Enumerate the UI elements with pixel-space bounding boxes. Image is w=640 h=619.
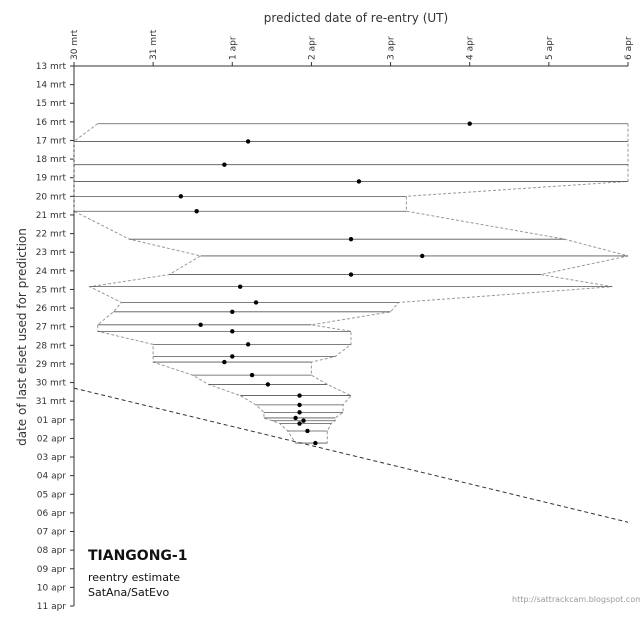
y-tick-label: 24 mrt (36, 267, 67, 277)
y-tick-label: 05 apr (37, 490, 67, 500)
y-tick-label: 01 apr (37, 416, 67, 426)
y-tick-label: 30 mrt (36, 379, 67, 389)
prediction-point (297, 410, 302, 415)
y-tick-label: 26 mrt (36, 304, 67, 314)
y-tick-label: 03 apr (37, 453, 67, 463)
prediction-point (230, 354, 235, 359)
prediction-markers (178, 121, 472, 446)
prediction-point (348, 272, 354, 277)
y-tick-label: 23 mrt (36, 248, 67, 258)
prediction-point (348, 236, 354, 242)
credit-url: http://sattrackcam.blogspot.com (512, 595, 640, 604)
x-tick-label: 4 apr (466, 36, 476, 60)
prediction-point (178, 194, 184, 199)
y-axis-label: date of last elset used for prediction (15, 228, 29, 446)
reference-line (73, 387, 629, 523)
uncertainty-envelope (73, 123, 629, 444)
prediction-point (194, 209, 199, 214)
prediction-point (238, 284, 243, 289)
prediction-point (293, 415, 298, 421)
y-tick-label: 06 apr (37, 509, 67, 519)
y-tick-label: 25 mrt (36, 285, 67, 295)
y-tick-label: 04 apr (37, 472, 67, 482)
envelope-lower-bound (73, 123, 297, 444)
prediction-point (356, 179, 362, 184)
prediction-point (253, 300, 259, 305)
chart-title: predicted date of re-entry (UT) (264, 11, 448, 25)
y-tick-label: 02 apr (37, 434, 67, 444)
plot-area-frame (73, 65, 628, 606)
envelope-upper-bound (310, 123, 629, 444)
y-tick-label: 10 apr (37, 583, 67, 593)
prediction-point (297, 421, 302, 426)
y-tick-label: 18 mrt (36, 155, 67, 165)
prediction-point (297, 393, 302, 398)
y-tick-label: 16 mrt (36, 118, 67, 128)
x-tick-label: 5 apr (545, 36, 555, 60)
prediction-point (305, 428, 310, 434)
y-tick-label: 31 mrt (36, 397, 67, 407)
y-tick-label: 07 apr (37, 528, 67, 538)
annotation-line-2: SatAna/SatEvo (88, 586, 170, 599)
x-axis-ticks: 30 mrt 31 mrt 1 apr 2 apr 3 apr 4 apr 5 apr 6 a… (70, 29, 634, 66)
uncertainty-lines (74, 123, 628, 444)
prediction-point (301, 418, 306, 423)
prediction-point (222, 359, 227, 365)
y-tick-label: 09 apr (37, 565, 67, 575)
y-tick-label: 20 mrt (36, 192, 67, 202)
x-tick-label: 30 mrt (70, 29, 80, 60)
y-tick-label: 19 mrt (36, 174, 67, 184)
prediction-point (467, 121, 472, 126)
y-tick-label: 28 mrt (36, 341, 67, 351)
prediction-point (297, 402, 302, 408)
annotation-line-1: reentry estimate (88, 571, 181, 584)
y-tick-label: 21 mrt (36, 211, 67, 221)
y-tick-label: 08 apr (37, 546, 67, 556)
prediction-point (222, 162, 227, 167)
y-axis-ticks: 13 mrt 14 mrt 15 mrt 16 mrt 17 mrt 18 mrt 19 m… (36, 62, 74, 612)
annotation-title: TIANGONG-1 (88, 548, 188, 564)
prediction-point (265, 382, 271, 387)
x-tick-label: 2 apr (307, 36, 317, 60)
y-tick-label: 29 mrt (36, 360, 67, 370)
x-tick-label: 31 mrt (149, 29, 159, 60)
prediction-point (245, 139, 251, 144)
y-tick-label: 13 mrt (36, 62, 67, 72)
prediction-point (230, 329, 235, 334)
prediction-point (230, 309, 235, 314)
y-tick-label: 22 mrt (36, 230, 67, 240)
prediction-point (420, 253, 425, 259)
prediction-point (198, 322, 203, 328)
prediction-point (245, 342, 251, 347)
x-tick-label: 6 apr (624, 36, 634, 60)
y-tick-label: 27 mrt (36, 323, 67, 333)
chart-annotation: TIANGONG-1 reentry estimate SatAna/SatEv… (88, 548, 248, 600)
y-tick-label: 14 mrt (36, 81, 67, 91)
y-tick-label: 17 mrt (36, 136, 67, 146)
x-tick-label: 3 apr (387, 36, 397, 60)
y-tick-label: 11 apr (37, 602, 67, 612)
x-tick-label: 1 apr (228, 36, 238, 60)
prediction-point (313, 440, 318, 446)
prediction-point (249, 372, 255, 378)
reference-diagonal-line (73, 387, 629, 523)
y-tick-label: 15 mrt (36, 99, 67, 109)
